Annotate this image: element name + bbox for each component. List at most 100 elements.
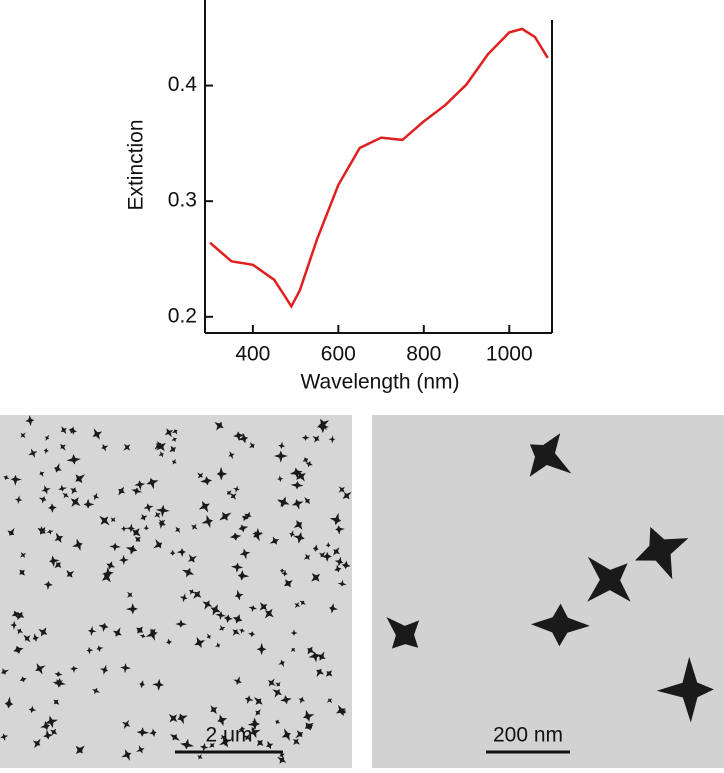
particle (198, 500, 210, 513)
particle (237, 432, 248, 444)
particle (281, 728, 291, 741)
particle (244, 511, 252, 520)
particle (238, 524, 249, 533)
particle (224, 614, 233, 623)
particle (237, 570, 250, 581)
particle (145, 628, 158, 641)
particle (110, 517, 116, 522)
particle (177, 713, 188, 725)
particle (333, 547, 340, 556)
particle (247, 717, 261, 730)
particle (28, 705, 37, 714)
particle (38, 627, 48, 637)
particle (169, 445, 177, 453)
particle (325, 670, 333, 677)
particle (278, 441, 286, 449)
particle (135, 536, 141, 542)
particle (54, 463, 62, 473)
particle (19, 551, 27, 558)
particle (304, 496, 310, 505)
particle (49, 555, 60, 567)
particle (280, 695, 292, 705)
particle (249, 442, 255, 449)
particle (113, 627, 122, 637)
particle (125, 603, 138, 615)
particle (176, 548, 186, 558)
particle (259, 602, 267, 611)
particle (281, 569, 288, 577)
particle (44, 434, 49, 441)
particle (234, 589, 244, 601)
particle (175, 619, 187, 628)
particle (250, 728, 261, 739)
particle (279, 568, 286, 574)
particle (188, 589, 195, 595)
particle (132, 528, 141, 537)
line (209, 27, 549, 309)
particle (226, 490, 232, 496)
particle (158, 451, 164, 458)
particle (587, 556, 631, 602)
particle (290, 629, 298, 636)
particle (219, 511, 232, 521)
y-tick-label: 0.2 (168, 304, 197, 327)
particle (239, 628, 245, 634)
particle (275, 681, 281, 687)
particle (83, 498, 95, 509)
particle (151, 628, 157, 634)
particle (188, 554, 197, 563)
particle (10, 620, 17, 630)
particle (10, 474, 22, 486)
particle (295, 470, 306, 482)
particle (272, 689, 282, 698)
particle (32, 738, 41, 749)
particle (255, 709, 261, 716)
particle (267, 678, 276, 687)
particle (146, 477, 159, 490)
particle (275, 719, 281, 725)
particle (4, 696, 14, 709)
particle (20, 432, 26, 438)
particle (19, 676, 27, 683)
particle (244, 695, 254, 705)
particle (7, 527, 15, 536)
particle (66, 454, 81, 465)
particle (269, 536, 280, 545)
particle (92, 428, 103, 440)
particle (264, 608, 274, 619)
particle (278, 659, 285, 668)
particle (232, 629, 240, 636)
particle (58, 484, 67, 492)
particle (131, 487, 143, 496)
particle (99, 515, 110, 526)
particle (166, 638, 172, 645)
particle (118, 486, 125, 496)
particle (322, 551, 332, 562)
particle (293, 532, 305, 544)
particle (277, 498, 287, 507)
particle (266, 740, 274, 750)
particle (338, 486, 346, 494)
particle (50, 728, 58, 735)
particle (334, 556, 344, 567)
particle (230, 562, 244, 573)
particle (171, 429, 178, 435)
particle (60, 443, 66, 451)
particle (70, 497, 81, 507)
particle (215, 642, 221, 648)
particle (316, 668, 325, 678)
particle (337, 579, 347, 587)
particle (0, 733, 9, 741)
particle (98, 622, 109, 632)
particle (3, 475, 10, 481)
scale-bar-label: 2 μm (205, 724, 252, 747)
particle (219, 738, 230, 748)
particle (307, 646, 315, 655)
particle (334, 564, 342, 573)
particle (299, 600, 306, 606)
particle (290, 480, 304, 490)
particle (101, 443, 109, 452)
particle (23, 634, 31, 643)
particle (248, 631, 255, 638)
